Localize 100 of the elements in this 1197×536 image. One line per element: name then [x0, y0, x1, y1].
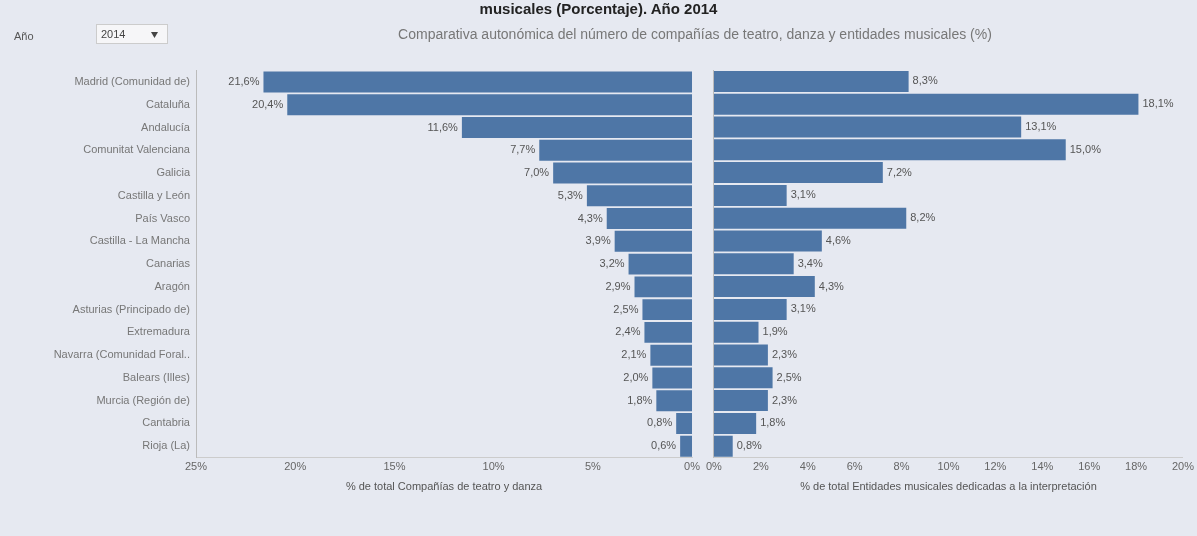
bar	[713, 298, 787, 320]
y-tick-label: Murcia (Región de)	[96, 393, 190, 406]
data-label: 1,9%	[762, 325, 788, 338]
data-label: 7,2%	[886, 165, 913, 178]
x-axis-title: % de total Entidades musicales dedicadas a la interpretación	[800, 480, 1097, 493]
data-label: 8,2%	[910, 211, 936, 224]
bar	[713, 230, 822, 252]
data-label: 7,7%	[510, 143, 536, 156]
x-tick-label: 6%	[846, 460, 863, 473]
y-tick-label: Castilla - La Mancha	[89, 234, 191, 247]
bar	[713, 139, 1066, 161]
bar	[713, 116, 1022, 138]
data-label: 2,4%	[615, 325, 641, 338]
data-label: 2,5%	[613, 302, 639, 315]
data-label: 1,8%	[627, 393, 653, 406]
x-tick-label: 8%	[893, 460, 910, 473]
data-label: 15,0%	[1069, 142, 1102, 155]
bar	[713, 162, 883, 184]
data-label: 4,3%	[818, 279, 845, 292]
data-label: 2,5%	[776, 370, 802, 383]
y-tick-label: Balears (Illes)	[122, 370, 190, 383]
y-tick-label: Galicia	[156, 166, 191, 179]
bar	[461, 117, 693, 138]
x-tick-label: 14%	[1031, 460, 1054, 473]
data-label: 2,3%	[771, 393, 798, 406]
bar	[713, 412, 757, 434]
chart-title: musicales (Porcentaje). Año 2014	[478, 0, 719, 17]
x-tick-label: 0%	[684, 460, 701, 473]
data-label: 0,6%	[651, 439, 677, 452]
y-tick-label: Cataluña	[145, 97, 191, 110]
data-label: 0,8%	[736, 439, 762, 452]
data-label: 18,1%	[1142, 97, 1174, 110]
data-label: 2,3%	[771, 348, 798, 361]
data-label: 20,4%	[252, 97, 284, 110]
bar	[713, 70, 909, 92]
y-tick-label: País Vasco	[135, 211, 190, 224]
data-label: 4,3%	[577, 211, 603, 224]
bar	[713, 253, 794, 275]
bar	[263, 71, 693, 93]
y-tick-label: Extremadura	[127, 325, 191, 338]
x-tick-label: 2%	[752, 460, 770, 473]
x-tick-label: 10%	[482, 460, 505, 473]
x-tick-label: 16%	[1078, 460, 1101, 473]
bar	[614, 230, 693, 252]
y-tick-label: Madrid (Comunidad de)	[74, 75, 190, 88]
data-label: 21,6%	[228, 75, 260, 88]
bar	[644, 321, 693, 343]
x-tick-label: 4%	[799, 460, 816, 473]
bar	[287, 94, 693, 116]
x-tick-label: 12%	[984, 460, 1007, 473]
x-tick-label: 25%	[184, 460, 208, 473]
bar	[680, 435, 693, 457]
x-tick-label: 20%	[284, 460, 307, 473]
data-label: 7,0%	[524, 166, 550, 179]
bar	[713, 93, 1139, 115]
bar	[713, 390, 768, 412]
y-tick-label: Navarra (Comunidad Foral..	[53, 348, 190, 361]
y-tick-label: Comunitat Valenciana	[83, 143, 191, 156]
data-label: 2,1%	[621, 348, 647, 361]
data-label: 11,6%	[427, 120, 459, 133]
y-tick-label: Rioja (La)	[142, 439, 190, 452]
data-label: 3,1%	[790, 188, 816, 201]
x-tick-label: 0%	[706, 460, 723, 473]
x-tick-label: 10%	[937, 460, 960, 473]
bar	[713, 184, 787, 206]
bar	[656, 390, 693, 412]
bar	[713, 367, 773, 389]
bar	[642, 299, 693, 321]
bar	[676, 412, 693, 434]
x-tick-label: 15%	[383, 460, 406, 473]
text: Año	[14, 30, 34, 42]
x-tick-label: 20%	[1171, 460, 1195, 473]
data-label: 3,9%	[585, 234, 611, 247]
x-axis-title: % de total Compañías de teatro y danza	[345, 480, 544, 493]
data-label: 2,0%	[623, 370, 649, 383]
bar	[713, 344, 768, 366]
data-label: 3,2%	[599, 257, 625, 270]
data-label: 3,1%	[790, 302, 816, 315]
chart-subtitle: Comparativa autonómica del número de compañías de teatro, danza y entidades musicales (%)	[397, 26, 993, 42]
x-tick-label: 5%	[584, 460, 602, 473]
data-label: 1,8%	[760, 416, 786, 429]
data-label: 2,9%	[605, 279, 631, 292]
bar	[713, 276, 815, 298]
bar	[713, 207, 907, 229]
y-tick-label: Aragón	[154, 279, 190, 292]
y-tick-label: Andalucía	[141, 120, 191, 133]
bar	[713, 321, 759, 343]
data-label: 5,3%	[557, 188, 584, 201]
data-label: 8,3%	[912, 74, 938, 87]
data-label: 13,1%	[1025, 120, 1057, 133]
y-tick-label: Castilla y León	[117, 188, 190, 201]
dropdown-field: 2014	[96, 24, 168, 44]
data-label: 4,6%	[825, 234, 852, 247]
x-tick-label: 18%	[1125, 460, 1148, 473]
y-tick-label: Asturias (Principado de)	[72, 302, 190, 315]
y-tick-label: Cantabria	[142, 416, 191, 429]
bar	[606, 208, 693, 230]
data-label: 3,4%	[797, 256, 823, 269]
data-label: 0,8%	[647, 416, 673, 429]
bar	[713, 435, 733, 457]
